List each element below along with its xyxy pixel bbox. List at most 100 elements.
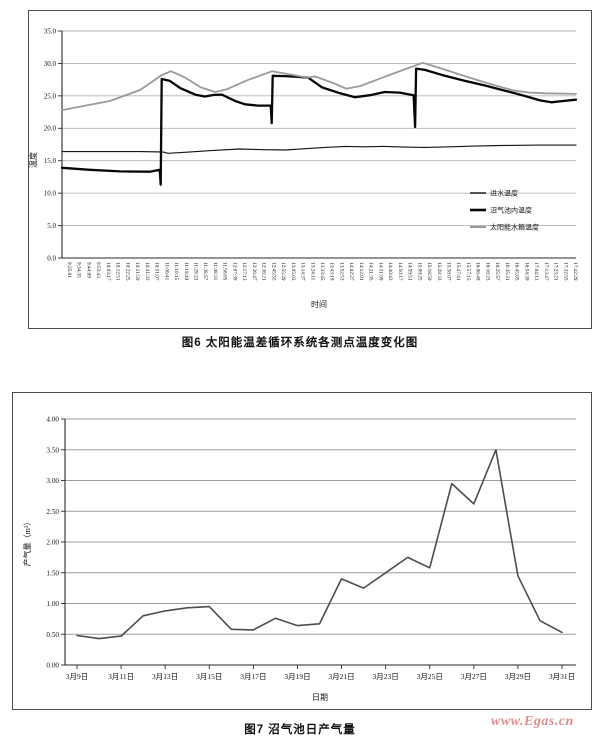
x-tick-label: 13:24:11 — [309, 262, 315, 281]
x-tick-label: 11:19:49 — [183, 262, 189, 281]
y-tick-label: 3.50 — [46, 446, 59, 454]
figure7-caption: 图7 沼气池日产气量 — [244, 724, 356, 736]
series-lines — [60, 61, 578, 186]
legend-label-0: 进水温度 — [490, 189, 518, 198]
x-tick-label: 3月21日 — [328, 672, 354, 681]
x-tick-label: 12:17:13 — [241, 262, 247, 281]
x-tick-label: 3月13日 — [152, 672, 178, 681]
x-tick-label: 15:09:25 — [416, 262, 422, 281]
x-axis-title: 日期 — [312, 693, 328, 702]
x-tick-label: 3月31日 — [549, 672, 575, 681]
x-tick-label: 16:16:23 — [484, 262, 490, 281]
x-tick-label: 11:00:41 — [163, 262, 169, 281]
x-tick-label: 9:25:01 — [66, 262, 72, 278]
x-tick-label: 10:12:51 — [115, 262, 121, 281]
y-tick-label: 1.50 — [46, 569, 59, 577]
series-line-2 — [61, 61, 577, 111]
y-tick-label: 10.0 — [44, 190, 57, 198]
x-tick-label: 16:25:57 — [494, 262, 500, 281]
y-tick-label: 20.0 — [44, 125, 57, 133]
y-tick-label: 4.00 — [46, 416, 59, 424]
x-tick-label: 10:03:17 — [105, 262, 111, 281]
x-tick-label: 12:55:29 — [280, 262, 286, 281]
x-tick-label: 10:22:25 — [124, 262, 130, 281]
x-tick-label: 15:57:15 — [465, 262, 471, 281]
series-lines — [76, 448, 563, 640]
x-tick-label: 15:28:33 — [436, 262, 442, 281]
x-tick-label: 15:38:07 — [446, 262, 452, 281]
x-tick-label: 16:54:39 — [523, 262, 529, 281]
series-line-0 — [61, 144, 577, 154]
y-tick-label: 15.0 — [44, 157, 57, 165]
legend-label-1: 沼气池内温度 — [490, 206, 532, 215]
watermark: www.Egas.cn — [491, 714, 574, 729]
x-tick-label: 17:32:55 — [562, 262, 568, 281]
x-tick-label: 9:34:35 — [76, 262, 82, 278]
x-tick-label: 15:47:41 — [455, 262, 461, 281]
x-tick-label: 16:35:31 — [504, 262, 510, 281]
x-tick-label: 14:02:27 — [348, 262, 354, 281]
x-tick-label: 14:31:09 — [377, 262, 383, 281]
x-axis: 3月9日 3月11日 3月13日 3月15日 3月17日 3月19日 3月21日 3月23日 3… — [66, 665, 575, 702]
x-tick-label: 11:48:31 — [212, 262, 218, 281]
x-tick-label: 15:18:59 — [426, 262, 432, 281]
x-tick-label: 13:52:53 — [338, 262, 344, 281]
y-tick-label: 30.0 — [44, 60, 57, 68]
x-tick-label: 14:12:01 — [358, 262, 364, 281]
x-tick-label: 13:43:19 — [329, 262, 335, 281]
y-tick-label: 2.00 — [46, 539, 59, 547]
x-tick-label: 9:53:43 — [95, 262, 101, 278]
series-line-0 — [76, 448, 563, 640]
x-tick-label: 12:45:55 — [270, 262, 276, 281]
x-tick-label: 12:07:39 — [231, 262, 237, 281]
y-tick-label: 2.50 — [46, 508, 59, 516]
x-tick-label: 3月27日 — [461, 672, 487, 681]
x-tick-label: 3月19日 — [284, 672, 310, 681]
figure7-chart: 0.00 0.50 1.00 1.50 2.00 2.50 3.00 3.50 4.00 产气量（… — [12, 392, 592, 710]
x-tick-label: 14:40:43 — [387, 262, 393, 281]
x-tick-label: 3月23日 — [373, 672, 399, 681]
x-tick-label: 17:04:13 — [533, 262, 539, 281]
figure6-border — [28, 10, 592, 329]
x-tick-label: 3月15日 — [196, 672, 222, 681]
x-tick-label: 14:21:35 — [368, 262, 374, 281]
legend-label-2: 太阳能水箱温度 — [490, 223, 539, 232]
figure6-caption: 图6 太阳能温差循环系统各测点温度变化图 — [181, 337, 419, 349]
x-tick-label: 16:45:05 — [514, 262, 520, 281]
figure6: 0.0 5.0 10.0 15.0 20.0 25.0 30.0 35.0 温度 9:25:01 9… — [28, 10, 592, 329]
x-tick-label: 3月9日 — [66, 672, 89, 681]
x-tick-label: 10:51:07 — [154, 262, 160, 281]
x-tick-label: 17:13:47 — [543, 262, 549, 281]
x-tick-label: 14:50:17 — [397, 262, 403, 281]
x-tick-label: 12:26:47 — [251, 262, 257, 281]
x-tick-label: 9:44:09 — [85, 262, 91, 278]
y-tick-label: 0.50 — [46, 631, 59, 639]
x-tick-label: 3月11日 — [108, 672, 134, 681]
x-tick-label: 11:58:05 — [222, 262, 228, 281]
x-tick-label: 13:33:45 — [319, 262, 325, 281]
x-tick-label: 13:14:37 — [300, 262, 306, 281]
gridlines — [62, 30, 576, 227]
x-tick-label: 3月17日 — [240, 672, 266, 681]
y-tick-label: 5.0 — [47, 222, 56, 230]
x-axis-title: 时间 — [311, 299, 327, 309]
y-tick-label: 25.0 — [44, 92, 57, 100]
x-tick-label: 10:41:33 — [144, 262, 150, 281]
x-tick-label: 13:05:03 — [290, 262, 296, 281]
y-tick-label: 0.00 — [46, 662, 59, 670]
x-tick-label: 3月29日 — [505, 672, 531, 681]
y-axis-title: 温度 — [28, 152, 38, 168]
figure7: 0.00 0.50 1.00 1.50 2.00 2.50 3.00 3.50 4.00 产气量（… — [12, 392, 592, 710]
y-tick-label: 1.00 — [46, 600, 59, 608]
x-tick-label: 16:06:49 — [475, 262, 481, 281]
x-tick-label: 14:59:51 — [407, 262, 413, 281]
y-axis: 0.00 0.50 1.00 1.50 2.00 2.50 3.00 3.50 4.00 产气量（… — [22, 416, 576, 670]
y-tick-label: 35.0 — [44, 27, 57, 35]
y-tick-label: 0.0 — [47, 254, 56, 262]
y-axis-title: 产气量（m³） — [22, 518, 32, 567]
x-tick-label: 11:29:23 — [193, 262, 199, 281]
figure7-border — [12, 392, 592, 710]
x-axis: 9:25:01 9:34:35 9:44:09 9:53:43 10:03:17 10:1… — [66, 262, 578, 309]
